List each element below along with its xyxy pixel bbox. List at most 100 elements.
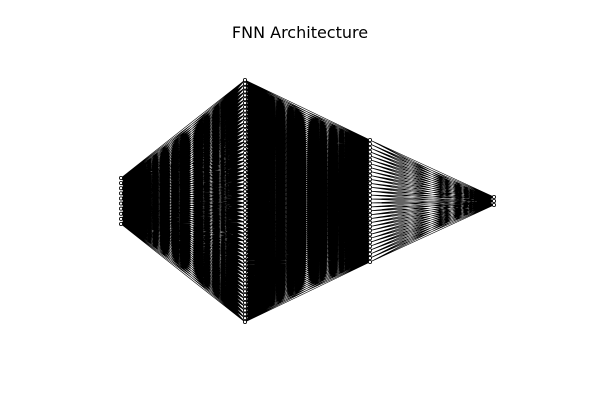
neuron-hidden-2-9 [367, 173, 372, 178]
neuron-hidden-1-16 [242, 139, 247, 144]
neuron-input-9 [119, 221, 124, 226]
neuron-hidden-1-22 [242, 162, 247, 167]
neuron-hidden-2-5 [367, 157, 372, 162]
neuron-hidden-1-37 [242, 220, 247, 225]
neuron-output-2 [491, 202, 496, 207]
neuron-hidden-2-31 [367, 259, 372, 264]
neuron-hidden-2-30 [367, 256, 372, 261]
neuron-hidden-1-11 [242, 120, 247, 125]
neuron-input-1 [119, 181, 124, 186]
neuron-hidden-1-31 [242, 197, 247, 202]
neuron-hidden-1-2 [242, 85, 247, 90]
neuron-hidden-1-61 [242, 312, 247, 317]
neuron-hidden-1-55 [242, 289, 247, 294]
neuron-hidden-1-40 [242, 231, 247, 236]
neuron-hidden-1-57 [242, 296, 247, 301]
neuron-hidden-1-23 [242, 166, 247, 171]
edges-hidden-2-to-output [369, 139, 495, 263]
neuron-hidden-1-7 [242, 104, 247, 109]
neuron-hidden-1-36 [242, 216, 247, 221]
neuron-hidden-2-25 [367, 236, 372, 241]
neuron-hidden-2-28 [367, 248, 372, 253]
neuron-hidden-1-59 [242, 304, 247, 309]
neuron-hidden-1-9 [242, 112, 247, 117]
neuron-hidden-1-12 [242, 124, 247, 129]
neuron-hidden-1-19 [242, 150, 247, 155]
neuron-hidden-2-2 [367, 145, 372, 150]
neuron-hidden-1-51 [242, 273, 247, 278]
layer-output [491, 194, 496, 207]
neuron-hidden-2-8 [367, 169, 372, 174]
neuron-input-7 [119, 211, 124, 216]
neuron-hidden-1-29 [242, 189, 247, 194]
neuron-hidden-2-16 [367, 200, 372, 205]
neuron-hidden-1-53 [242, 281, 247, 286]
neuron-hidden-1-62 [242, 316, 247, 321]
neuron-hidden-1-48 [242, 262, 247, 267]
neuron-hidden-1-14 [242, 131, 247, 136]
neuron-hidden-2-29 [367, 252, 372, 257]
neuron-hidden-1-44 [242, 247, 247, 252]
neuron-hidden-2-20 [367, 216, 372, 221]
neuron-hidden-1-0 [242, 78, 247, 83]
neuron-hidden-2-27 [367, 244, 372, 249]
neuron-hidden-2-24 [367, 232, 372, 237]
neuron-hidden-1-26 [242, 177, 247, 182]
neuron-hidden-1-52 [242, 277, 247, 282]
neuron-hidden-1-34 [242, 208, 247, 213]
neuron-input-8 [119, 216, 124, 221]
neuron-hidden-1-46 [242, 254, 247, 259]
neuron-hidden-2-17 [367, 204, 372, 209]
neuron-hidden-2-4 [367, 153, 372, 158]
neuron-hidden-2-11 [367, 181, 372, 186]
neuron-input-2 [119, 186, 124, 191]
neuron-hidden-1-13 [242, 127, 247, 132]
neuron-hidden-1-54 [242, 285, 247, 290]
neuron-hidden-1-24 [242, 170, 247, 175]
neuron-nodes [119, 78, 496, 324]
neuron-hidden-2-18 [367, 208, 372, 213]
neuron-hidden-1-10 [242, 116, 247, 121]
neuron-hidden-2-19 [367, 212, 372, 217]
neuron-hidden-1-42 [242, 239, 247, 244]
neuron-hidden-1-8 [242, 108, 247, 113]
neuron-hidden-1-41 [242, 235, 247, 240]
neuron-hidden-2-3 [367, 149, 372, 154]
neuron-hidden-1-6 [242, 101, 247, 106]
neuron-hidden-1-58 [242, 300, 247, 305]
neuron-hidden-1-15 [242, 135, 247, 140]
neuron-hidden-1-3 [242, 89, 247, 94]
neuron-hidden-1-56 [242, 293, 247, 298]
neuron-input-0 [119, 175, 124, 180]
neuron-hidden-2-14 [367, 193, 372, 198]
neuron-hidden-1-28 [242, 185, 247, 190]
neuron-hidden-2-13 [367, 189, 372, 194]
neuron-hidden-1-1 [242, 81, 247, 86]
neuron-hidden-1-18 [242, 147, 247, 152]
neuron-hidden-2-7 [367, 165, 372, 170]
neuron-hidden-1-5 [242, 97, 247, 102]
layer-hidden-2 [367, 137, 372, 264]
neuron-hidden-1-39 [242, 227, 247, 232]
neuron-hidden-1-35 [242, 212, 247, 217]
neuron-hidden-1-33 [242, 204, 247, 209]
figure-title: FNN Architecture [231, 23, 369, 42]
connection-edges [120, 79, 495, 323]
neuron-hidden-2-26 [367, 240, 372, 245]
neuron-hidden-1-17 [242, 143, 247, 148]
neuron-hidden-2-23 [367, 228, 372, 233]
neuron-hidden-1-45 [242, 250, 247, 255]
neuron-hidden-1-25 [242, 174, 247, 179]
neuron-hidden-1-63 [242, 319, 247, 324]
neuron-hidden-1-50 [242, 270, 247, 275]
neuron-hidden-1-43 [242, 243, 247, 248]
neuron-hidden-1-21 [242, 158, 247, 163]
neuron-hidden-2-6 [367, 161, 372, 166]
edges-input-to-hidden-1 [120, 79, 246, 323]
neuron-hidden-1-38 [242, 223, 247, 228]
neuron-hidden-2-10 [367, 177, 372, 182]
layer-input [119, 175, 124, 226]
neuron-output-0 [491, 194, 496, 199]
layer-hidden-1 [242, 78, 247, 324]
